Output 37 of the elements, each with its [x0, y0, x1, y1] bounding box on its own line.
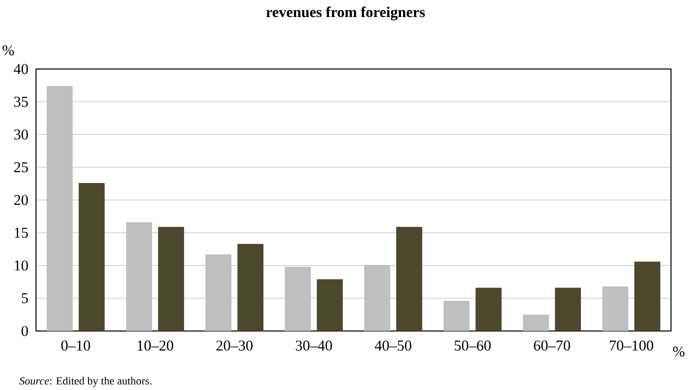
y-tick-label: 5 [22, 293, 28, 304]
x-tick-label: 0–10 [61, 340, 90, 351]
bar [126, 222, 152, 331]
x-tick-label: 30–40 [296, 340, 332, 351]
bar [476, 288, 502, 331]
x-tick-label: 10–20 [138, 340, 174, 351]
bar [205, 254, 232, 331]
y-tick-label: 10 [14, 260, 28, 271]
bar [46, 86, 73, 331]
bar [444, 300, 470, 331]
bar [78, 182, 105, 331]
bar [602, 286, 628, 331]
x-tick-label: 70–100 [610, 340, 654, 351]
y-tick-label: 35 [14, 96, 28, 107]
bar [158, 226, 184, 331]
bar [554, 288, 581, 331]
x-tick-label: 40–50 [374, 340, 412, 351]
bar [634, 262, 660, 331]
x-axis-title: % [673, 346, 684, 357]
bar [237, 244, 264, 331]
y-tick-label: 40 [14, 64, 28, 74]
y-tick-label: 30 [14, 129, 28, 140]
bar [316, 279, 343, 331]
bar [522, 314, 549, 331]
y-tick-label: 0 [22, 326, 28, 336]
y-tick-label: 15 [14, 228, 28, 238]
y-axis-title: % [2, 45, 14, 56]
y-tick-label: 25 [14, 162, 28, 172]
x-tick-label: 60–70 [534, 340, 570, 351]
text: Source: Edited by the authors. [19, 376, 152, 387]
bar [364, 264, 390, 331]
x-tick-label: 50–60 [454, 340, 491, 351]
bar [284, 266, 311, 331]
bar [396, 226, 422, 331]
x-tick-label: 20–30 [216, 340, 253, 351]
y-tick-label: 20 [14, 194, 28, 206]
chart-title: revenues from foreigners [266, 6, 425, 20]
